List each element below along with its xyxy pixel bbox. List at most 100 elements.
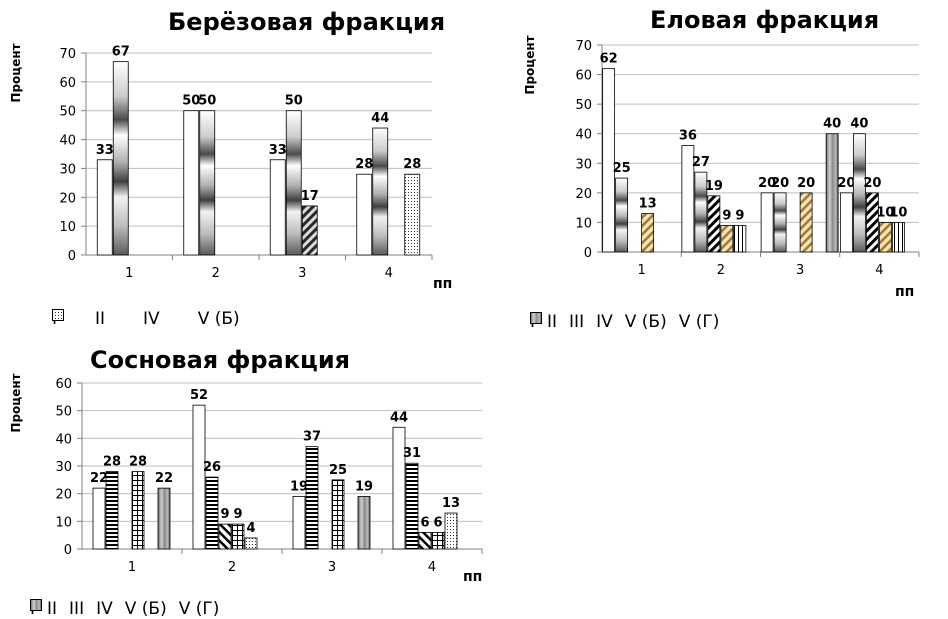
legend-swatch <box>52 309 64 321</box>
legend-label: V (Б) <box>197 309 240 329</box>
bar <box>720 224 734 253</box>
bar <box>641 213 655 253</box>
legend-label: IV <box>143 309 160 329</box>
y-tick-label: 60 <box>59 76 76 91</box>
bar <box>192 404 206 550</box>
data-label: 36 <box>679 129 697 144</box>
bar <box>760 192 774 253</box>
legend-label: IV <box>596 312 613 332</box>
legend-item: V (Г) <box>30 599 219 619</box>
legend-item: II <box>52 309 105 329</box>
legend-item: III <box>30 599 85 619</box>
bar <box>112 61 129 256</box>
data-label: 37 <box>303 430 321 445</box>
data-label: 40 <box>823 117 841 132</box>
legend-item: V (Г) <box>530 312 719 332</box>
x-tick-label: 1 <box>637 263 645 278</box>
bar <box>105 471 119 550</box>
legend-item: V (Б) <box>530 312 667 332</box>
y-tick-label: 10 <box>55 515 72 530</box>
legend-item: V (Б) <box>30 599 167 619</box>
bar <box>183 110 200 256</box>
bar <box>852 133 866 253</box>
chart-spruce: 0 10 20 30 40 50 60 70 Процент пп 1 62 25 13 2 36 27 19 9 9… <box>510 0 948 340</box>
bar <box>269 159 286 256</box>
data-label: 28 <box>129 455 147 470</box>
data-label: 9 <box>735 208 744 223</box>
x-tick-label: 4 <box>875 263 883 278</box>
y-axis-label: Процент <box>9 43 23 102</box>
bar <box>244 537 258 550</box>
bar <box>733 224 747 253</box>
x-tick-label: 4 <box>428 560 436 575</box>
data-label: 10 <box>876 205 894 220</box>
y-tick-label: 50 <box>575 98 592 113</box>
chart-spruce-legend: IIIIIIIVV (Б)V (Г) <box>530 312 731 332</box>
x-axis-label: пп <box>463 569 482 585</box>
data-label: 20 <box>837 176 855 191</box>
y-axis-label: Процент <box>9 373 23 432</box>
chart-birch-plot: 010203040506070Процентпп1336725050333501… <box>9 43 452 292</box>
y-tick-label: 30 <box>575 157 592 172</box>
data-label: 22 <box>90 471 108 486</box>
legend-item: IV <box>530 312 613 332</box>
bar <box>356 173 373 256</box>
bar <box>285 110 302 256</box>
bar <box>615 177 629 253</box>
data-label: 9 <box>220 507 229 522</box>
legend-swatch <box>30 599 42 611</box>
data-label: 33 <box>96 143 114 158</box>
legend-item: II <box>30 599 58 619</box>
chart-spruce-title: Еловая фракция <box>650 6 880 34</box>
bar <box>707 195 721 253</box>
data-label: 52 <box>190 388 208 403</box>
y-tick-label: 40 <box>575 128 592 143</box>
bar <box>418 531 432 550</box>
chart-pine-legend: IIIIIIIVV (Б)V (Г) <box>30 599 231 619</box>
y-tick-label: 40 <box>59 134 76 149</box>
bar <box>865 192 879 253</box>
data-label: 20 <box>758 176 776 191</box>
x-tick-label: 4 <box>385 266 393 281</box>
bar <box>205 476 219 550</box>
data-label: 20 <box>863 176 881 191</box>
data-label: 19 <box>355 479 373 494</box>
data-label: 13 <box>442 496 460 511</box>
data-label: 33 <box>269 143 287 158</box>
y-tick-label: 60 <box>575 69 592 84</box>
bar <box>878 222 892 253</box>
legend-item: III <box>530 312 584 332</box>
bar <box>404 173 421 256</box>
bar <box>405 462 419 550</box>
bar <box>694 171 708 253</box>
y-tick-label: 20 <box>59 191 76 206</box>
bar <box>431 531 445 550</box>
y-tick-label: 20 <box>575 187 592 202</box>
x-tick-label: 3 <box>298 266 306 281</box>
legend-label: II <box>47 599 58 619</box>
y-tick-label: 0 <box>584 246 592 261</box>
legend-label: V (Б) <box>124 599 167 619</box>
y-tick-label: 30 <box>59 162 76 177</box>
chart-birch: 0 10 20 30 40 50 60 70 Процент пп 1 33 67 2 50 50 3 33 50 1… <box>0 0 470 340</box>
data-label: 27 <box>692 155 710 170</box>
data-label: 50 <box>285 94 303 109</box>
bar <box>372 127 389 256</box>
y-tick-label: 10 <box>575 216 592 231</box>
y-tick-label: 20 <box>55 488 72 503</box>
bar <box>839 192 853 253</box>
chart-pine: 0 10 20 30 40 50 60 Процент пп 1 22 28 28 22 2 52 26 9 9 4 3… <box>0 340 500 619</box>
legend-item: II <box>530 312 557 332</box>
bar <box>444 512 458 550</box>
bar <box>825 133 839 253</box>
bar <box>357 496 371 550</box>
bar <box>891 222 905 253</box>
bar <box>773 192 787 253</box>
bar <box>292 496 306 550</box>
data-label: 20 <box>771 176 789 191</box>
data-label: 44 <box>390 410 408 425</box>
y-tick-label: 60 <box>55 377 72 392</box>
chart-birch-title: Берёзовая фракция <box>168 8 446 36</box>
data-label: 62 <box>600 52 618 67</box>
legend-label: III <box>69 599 85 619</box>
